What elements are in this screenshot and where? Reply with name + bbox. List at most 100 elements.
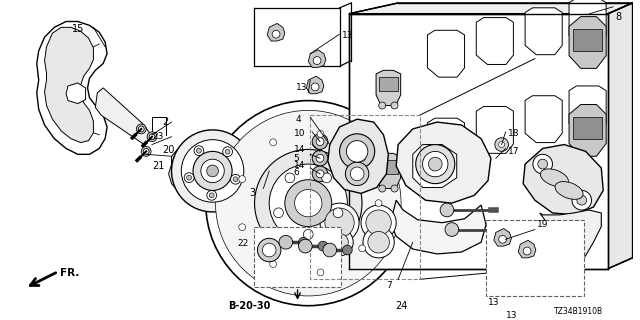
Polygon shape [66,83,86,104]
Circle shape [322,173,332,183]
Polygon shape [518,240,536,258]
Circle shape [316,154,324,162]
Circle shape [201,159,224,183]
Polygon shape [428,30,465,77]
Circle shape [318,241,328,251]
Text: 17: 17 [508,147,519,156]
Circle shape [346,141,368,162]
Circle shape [533,154,552,174]
Polygon shape [608,3,632,268]
Circle shape [499,236,506,243]
Polygon shape [569,86,606,133]
Circle shape [272,30,280,38]
Polygon shape [36,21,107,154]
Circle shape [298,239,312,253]
Circle shape [346,162,369,186]
Text: 4: 4 [296,115,301,124]
Text: 14: 14 [294,145,305,154]
Circle shape [255,149,362,257]
Polygon shape [569,0,606,45]
Circle shape [143,148,149,154]
Circle shape [225,149,230,154]
Polygon shape [349,3,632,14]
Circle shape [577,195,587,205]
Polygon shape [308,50,326,68]
Text: FR.: FR. [60,268,79,278]
Circle shape [445,223,459,236]
Polygon shape [349,14,608,268]
Polygon shape [540,210,602,259]
Circle shape [391,102,398,109]
Text: 10: 10 [294,129,305,138]
Polygon shape [307,76,324,94]
Text: 5: 5 [294,154,300,163]
Polygon shape [476,18,513,64]
Polygon shape [573,29,602,51]
Polygon shape [45,27,93,143]
Circle shape [350,167,364,181]
Circle shape [572,190,591,210]
Polygon shape [494,228,511,246]
Circle shape [262,243,276,257]
Circle shape [285,180,332,227]
Text: 13: 13 [506,311,517,320]
Circle shape [361,205,396,240]
Circle shape [136,124,146,134]
Ellipse shape [540,169,568,187]
Circle shape [313,57,321,64]
Circle shape [312,134,328,149]
Text: 18: 18 [508,129,519,138]
Text: 13: 13 [488,298,499,307]
Circle shape [239,176,246,182]
Circle shape [538,159,548,169]
Circle shape [422,151,448,177]
Circle shape [333,208,343,218]
Circle shape [523,247,531,255]
Circle shape [317,269,324,276]
Text: 21: 21 [152,161,164,171]
Circle shape [363,227,394,258]
Circle shape [375,200,382,207]
Circle shape [223,147,232,156]
Circle shape [205,100,411,306]
Text: 7: 7 [387,281,392,290]
Circle shape [312,150,328,166]
Circle shape [269,139,276,146]
Circle shape [274,208,284,218]
Circle shape [325,208,354,237]
Polygon shape [376,153,401,188]
Circle shape [269,164,348,242]
Circle shape [416,145,455,184]
Circle shape [326,228,353,256]
Polygon shape [390,200,486,254]
Text: 8: 8 [615,12,621,22]
Circle shape [207,190,216,200]
Circle shape [147,132,157,142]
FancyBboxPatch shape [253,227,342,287]
Circle shape [257,238,281,262]
Circle shape [366,210,391,236]
Circle shape [149,134,155,140]
Circle shape [184,173,194,182]
Polygon shape [396,122,491,203]
Polygon shape [476,107,513,153]
Circle shape [340,134,374,169]
Circle shape [233,177,238,182]
Text: TZ34B1910B: TZ34B1910B [554,307,604,316]
Polygon shape [95,88,152,145]
Polygon shape [525,8,562,55]
Circle shape [359,155,365,161]
Circle shape [428,157,442,171]
Polygon shape [376,70,401,106]
Polygon shape [569,105,606,156]
Polygon shape [428,118,465,165]
Text: 6: 6 [294,168,300,177]
Circle shape [320,203,359,242]
Circle shape [239,224,246,231]
Ellipse shape [555,181,583,199]
Circle shape [323,243,337,257]
Polygon shape [523,145,604,215]
Circle shape [368,231,389,253]
Text: B-20-30: B-20-30 [228,301,271,311]
Circle shape [379,185,386,192]
